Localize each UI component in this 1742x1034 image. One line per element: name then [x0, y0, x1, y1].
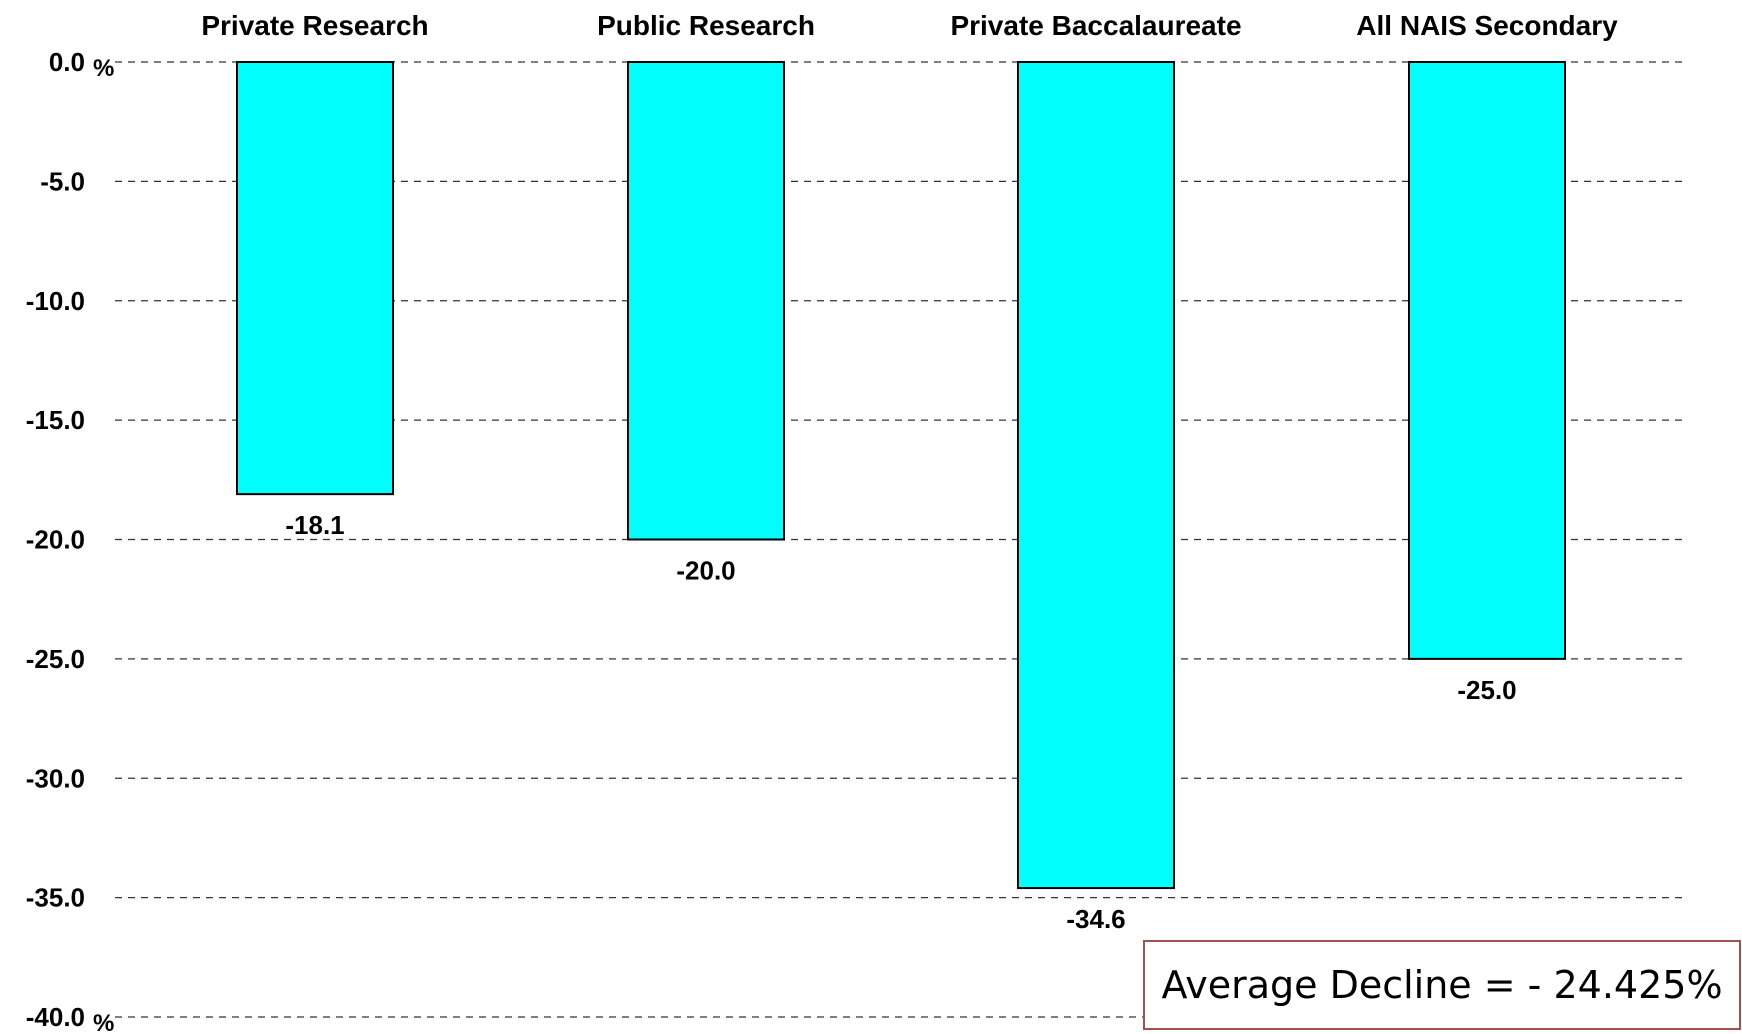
data-labels: -18.1 -20.0 -34.6 -25.0 [285, 510, 1516, 934]
bar [1408, 61, 1566, 660]
y-tick-label: -20.0 [26, 525, 85, 555]
category-label: Public Research [597, 10, 815, 41]
y-tick-label: -5.0 [40, 166, 85, 196]
y-tick-label: -25.0 [26, 644, 85, 674]
y-unit-top: % [93, 55, 114, 82]
data-label: -20.0 [676, 556, 735, 586]
y-tick-label: -40.0 [26, 1002, 85, 1032]
y-tick-label: -35.0 [26, 883, 85, 913]
average-decline-text: Average Decline = - 24.425% [1161, 963, 1723, 1007]
category-labels: Private Research Public Research Private B… [201, 10, 1618, 41]
y-unit-bottom: % [93, 1010, 114, 1034]
bars [236, 61, 1566, 890]
bar [627, 61, 785, 541]
y-tick-label: 0.0 [49, 47, 85, 77]
y-tick-label: -10.0 [26, 286, 85, 316]
category-label: Private Baccalaureate [950, 10, 1241, 41]
y-axis-ticks: 0.0 -5.0 -10.0 -15.0 -20.0 -25.0 -30.0 -35.0 -40… [26, 47, 85, 1032]
bar [236, 61, 394, 496]
data-label: -25.0 [1457, 675, 1516, 705]
category-label: All NAIS Secondary [1356, 10, 1618, 41]
category-label: Private Research [201, 10, 428, 41]
average-decline-note: Average Decline = - 24.425% [1143, 940, 1741, 1030]
data-label: -18.1 [285, 510, 344, 540]
y-tick-label: -30.0 [26, 763, 85, 793]
data-label: -34.6 [1066, 904, 1125, 934]
bar [1017, 61, 1175, 890]
y-axis-units: % % [93, 55, 114, 1034]
y-tick-label: -15.0 [26, 405, 85, 435]
